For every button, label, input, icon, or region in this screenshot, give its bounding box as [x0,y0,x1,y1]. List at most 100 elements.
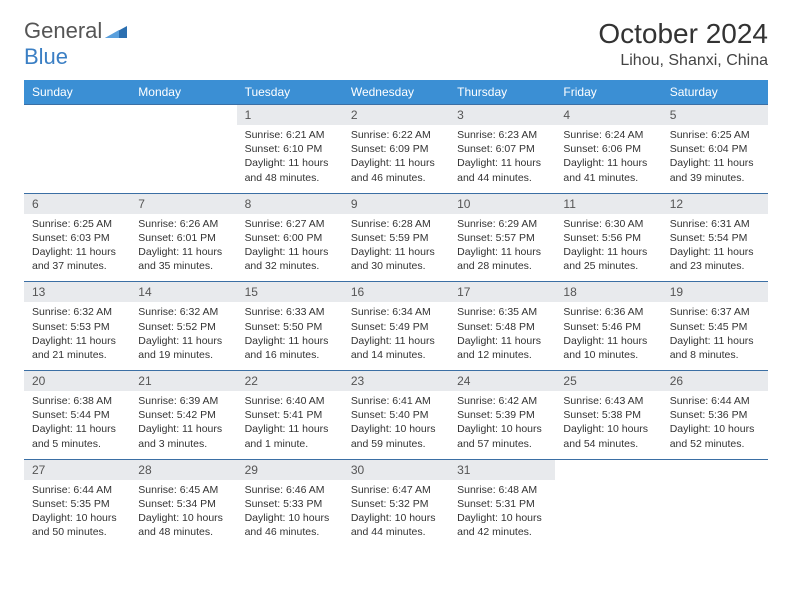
day-number: 5 [662,105,768,125]
sunset-line: Sunset: 5:42 PM [138,409,216,421]
daylight-line: Daylight: 10 hours and 59 minutes. [351,423,436,449]
sunset-line: Sunset: 6:01 PM [138,232,216,244]
day-cell: 18Sunrise: 6:36 AMSunset: 5:46 PMDayligh… [555,282,661,371]
sunset-line: Sunset: 5:39 PM [457,409,535,421]
sunrise-line: Sunrise: 6:32 AM [32,306,112,318]
day-number: 24 [449,371,555,391]
sunset-line: Sunset: 5:49 PM [351,321,429,333]
sunset-line: Sunset: 5:46 PM [563,321,641,333]
daylight-line: Daylight: 10 hours and 50 minutes. [32,512,117,538]
day-cell: 23Sunrise: 6:41 AMSunset: 5:40 PMDayligh… [343,371,449,460]
day-cell: 26Sunrise: 6:44 AMSunset: 5:36 PMDayligh… [662,371,768,460]
sunrise-line: Sunrise: 6:26 AM [138,218,218,230]
sunrise-line: Sunrise: 6:43 AM [563,395,643,407]
day-data: Sunrise: 6:28 AMSunset: 5:59 PMDaylight:… [343,214,449,282]
sunset-line: Sunset: 5:57 PM [457,232,535,244]
day-data: Sunrise: 6:23 AMSunset: 6:07 PMDaylight:… [449,125,555,193]
sunset-line: Sunset: 5:32 PM [351,498,429,510]
sunset-line: Sunset: 5:44 PM [32,409,110,421]
day-cell: 6Sunrise: 6:25 AMSunset: 6:03 PMDaylight… [24,193,130,282]
week-row: 6Sunrise: 6:25 AMSunset: 6:03 PMDaylight… [24,193,768,282]
daylight-line: Daylight: 11 hours and 23 minutes. [670,246,754,272]
brand-part2: Blue [24,44,68,69]
daylight-line: Daylight: 10 hours and 57 minutes. [457,423,542,449]
sunset-line: Sunset: 5:50 PM [245,321,323,333]
sunset-line: Sunset: 5:33 PM [245,498,323,510]
sunrise-line: Sunrise: 6:47 AM [351,484,431,496]
day-header: Sunday [24,80,130,105]
daylight-line: Daylight: 11 hours and 48 minutes. [245,157,329,183]
sunset-line: Sunset: 6:04 PM [670,143,748,155]
day-data: Sunrise: 6:47 AMSunset: 5:32 PMDaylight:… [343,480,449,548]
sunset-line: Sunset: 6:09 PM [351,143,429,155]
day-data: Sunrise: 6:36 AMSunset: 5:46 PMDaylight:… [555,302,661,370]
sunrise-line: Sunrise: 6:40 AM [245,395,325,407]
sunset-line: Sunset: 6:03 PM [32,232,110,244]
sunrise-line: Sunrise: 6:25 AM [670,129,750,141]
daylight-line: Daylight: 10 hours and 42 minutes. [457,512,542,538]
sunrise-line: Sunrise: 6:24 AM [563,129,643,141]
day-number: 31 [449,460,555,480]
day-number: 12 [662,194,768,214]
daylight-line: Daylight: 11 hours and 37 minutes. [32,246,116,272]
day-data: Sunrise: 6:38 AMSunset: 5:44 PMDaylight:… [24,391,130,459]
day-cell: 13Sunrise: 6:32 AMSunset: 5:53 PMDayligh… [24,282,130,371]
sunrise-line: Sunrise: 6:34 AM [351,306,431,318]
day-number: 11 [555,194,661,214]
day-data: Sunrise: 6:29 AMSunset: 5:57 PMDaylight:… [449,214,555,282]
daylight-line: Daylight: 11 hours and 10 minutes. [563,335,647,361]
day-cell: 9Sunrise: 6:28 AMSunset: 5:59 PMDaylight… [343,193,449,282]
day-number [24,105,130,125]
day-data: Sunrise: 6:44 AMSunset: 5:36 PMDaylight:… [662,391,768,459]
day-data: Sunrise: 6:46 AMSunset: 5:33 PMDaylight:… [237,480,343,548]
day-cell: 28Sunrise: 6:45 AMSunset: 5:34 PMDayligh… [130,459,236,547]
brand-text: GeneralBlue [24,18,127,70]
day-data: Sunrise: 6:48 AMSunset: 5:31 PMDaylight:… [449,480,555,548]
daylight-line: Daylight: 11 hours and 1 minute. [245,423,329,449]
day-cell: 11Sunrise: 6:30 AMSunset: 5:56 PMDayligh… [555,193,661,282]
day-number: 6 [24,194,130,214]
day-header: Wednesday [343,80,449,105]
day-cell: 14Sunrise: 6:32 AMSunset: 5:52 PMDayligh… [130,282,236,371]
sunrise-line: Sunrise: 6:37 AM [670,306,750,318]
day-number [662,460,768,480]
day-cell: 15Sunrise: 6:33 AMSunset: 5:50 PMDayligh… [237,282,343,371]
day-header: Saturday [662,80,768,105]
daylight-line: Daylight: 11 hours and 28 minutes. [457,246,541,272]
sunset-line: Sunset: 5:52 PM [138,321,216,333]
day-number: 3 [449,105,555,125]
day-cell: 21Sunrise: 6:39 AMSunset: 5:42 PMDayligh… [130,371,236,460]
sunrise-line: Sunrise: 6:21 AM [245,129,325,141]
day-data: Sunrise: 6:30 AMSunset: 5:56 PMDaylight:… [555,214,661,282]
day-cell: 22Sunrise: 6:40 AMSunset: 5:41 PMDayligh… [237,371,343,460]
day-number: 30 [343,460,449,480]
day-number: 19 [662,282,768,302]
day-header-row: SundayMondayTuesdayWednesdayThursdayFrid… [24,80,768,105]
day-cell: 25Sunrise: 6:43 AMSunset: 5:38 PMDayligh… [555,371,661,460]
daylight-line: Daylight: 11 hours and 32 minutes. [245,246,329,272]
day-data: Sunrise: 6:33 AMSunset: 5:50 PMDaylight:… [237,302,343,370]
sunrise-line: Sunrise: 6:32 AM [138,306,218,318]
sunrise-line: Sunrise: 6:31 AM [670,218,750,230]
sunrise-line: Sunrise: 6:27 AM [245,218,325,230]
day-number: 29 [237,460,343,480]
title-block: October 2024 Lihou, Shanxi, China [598,18,768,70]
sunrise-line: Sunrise: 6:42 AM [457,395,537,407]
sunset-line: Sunset: 5:35 PM [32,498,110,510]
sunrise-line: Sunrise: 6:35 AM [457,306,537,318]
day-data: Sunrise: 6:35 AMSunset: 5:48 PMDaylight:… [449,302,555,370]
sunset-line: Sunset: 5:40 PM [351,409,429,421]
day-number: 16 [343,282,449,302]
week-row: 20Sunrise: 6:38 AMSunset: 5:44 PMDayligh… [24,371,768,460]
sunrise-line: Sunrise: 6:46 AM [245,484,325,496]
header: GeneralBlue October 2024 Lihou, Shanxi, … [24,18,768,70]
day-cell: 8Sunrise: 6:27 AMSunset: 6:00 PMDaylight… [237,193,343,282]
sunrise-line: Sunrise: 6:33 AM [245,306,325,318]
sunset-line: Sunset: 5:41 PM [245,409,323,421]
week-row: 1Sunrise: 6:21 AMSunset: 6:10 PMDaylight… [24,105,768,194]
day-data: Sunrise: 6:26 AMSunset: 6:01 PMDaylight:… [130,214,236,282]
day-cell: 17Sunrise: 6:35 AMSunset: 5:48 PMDayligh… [449,282,555,371]
daylight-line: Daylight: 11 hours and 5 minutes. [32,423,116,449]
brand-part1: General [24,18,102,43]
day-cell: 29Sunrise: 6:46 AMSunset: 5:33 PMDayligh… [237,459,343,547]
